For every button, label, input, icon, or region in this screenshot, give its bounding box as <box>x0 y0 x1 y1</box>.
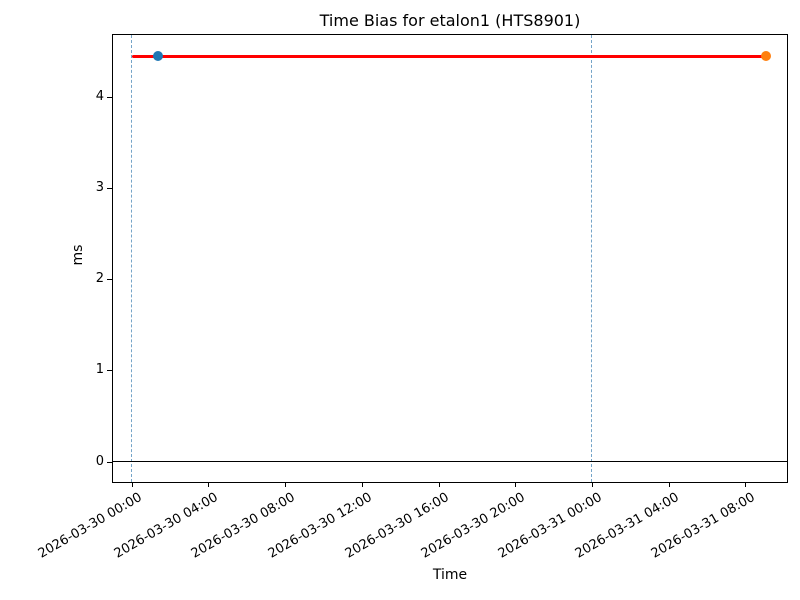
plot-area <box>112 34 788 483</box>
y-tick-label: 1 <box>95 362 104 377</box>
x-axis-label: Time <box>432 567 468 583</box>
y-tick-mark <box>107 370 112 371</box>
x-tick-mark <box>515 483 516 487</box>
x-tick-mark <box>208 483 209 487</box>
x-tick-mark <box>285 483 286 487</box>
y-tick-mark <box>107 97 112 98</box>
chart-title: Time Bias for etalon1 (HTS8901) <box>319 11 581 30</box>
y-tick-mark <box>107 462 112 463</box>
x-tick-mark <box>745 483 746 487</box>
y-tick-mark <box>107 279 112 280</box>
y-tick-label: 3 <box>95 180 104 195</box>
x-tick-mark <box>669 483 670 487</box>
x-tick-mark <box>592 483 593 487</box>
end-point-marker <box>761 51 772 62</box>
y-tick-label: 2 <box>95 271 104 286</box>
y-tick-mark <box>107 188 112 189</box>
day-boundary-vline <box>590 35 592 482</box>
x-tick-mark <box>439 483 440 487</box>
y-tick-label: 4 <box>95 89 104 104</box>
y-axis-label: ms <box>70 244 86 266</box>
start-point-marker <box>152 51 163 62</box>
x-tick-mark <box>362 483 363 487</box>
bias-line <box>131 54 767 58</box>
zero-line <box>113 461 787 463</box>
x-tick-mark <box>132 483 133 487</box>
day-boundary-vline <box>130 35 132 482</box>
y-tick-label: 0 <box>95 454 104 469</box>
